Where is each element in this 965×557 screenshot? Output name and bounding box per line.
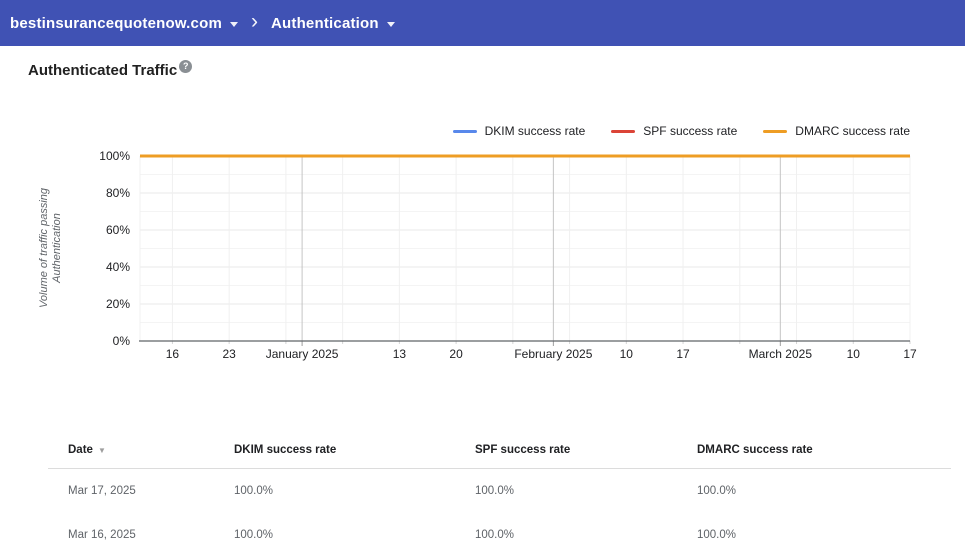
legend-item: DKIM success rate — [452, 124, 586, 138]
column-header-spf-success-rate[interactable]: SPF success rate — [475, 444, 697, 456]
y-tick-label: 100% — [99, 149, 130, 163]
table-cell: 100.0% — [475, 485, 515, 497]
domain-name: bestinsurancequotenow.com — [10, 14, 222, 32]
authenticated-traffic-chart: 0% 20% 40% 60% 80% 100% 16 23 January 2025 13 20 Fe… — [38, 149, 917, 361]
x-tick-label: 23 — [222, 347, 236, 361]
y-tick-label: 80% — [106, 186, 130, 200]
column-header-dmarc-success-rate[interactable]: DMARC success rate — [697, 444, 951, 456]
auth-rates-table: Date ▼ DKIM success rate SPF success rate DM… — [48, 432, 951, 557]
x-tick-label: 17 — [903, 347, 917, 361]
y-tick-label: 40% — [106, 260, 130, 274]
column-header-label: Date — [68, 444, 93, 456]
y-axis-title: Volume of traffic passingAuthentication — [38, 187, 63, 308]
table-header-row: Date ▼ DKIM success rate SPF success rate DM… — [48, 432, 951, 469]
help-icon[interactable]: ? — [179, 60, 193, 73]
domain-selector[interactable]: bestinsurancequotenow.com — [10, 15, 238, 32]
legend-item: DMARC success rate — [763, 124, 910, 138]
legend-label: SPF success rate — [643, 124, 738, 138]
column-header-label: SPF success rate — [475, 444, 571, 456]
x-tick-label: 10 — [620, 347, 634, 361]
column-header-label: DMARC success rate — [697, 444, 813, 456]
table-body: Mar 17, 2025 100.0% 100.0% 100.0% Mar 16, 20… — [48, 469, 951, 557]
y-tick-label: 0% — [113, 334, 131, 348]
x-tick-label: 17 — [676, 347, 690, 361]
dropdown-caret-icon — [386, 22, 395, 27]
y-tick-label: 20% — [106, 297, 130, 311]
x-tick-label: 16 — [166, 347, 180, 361]
table-cell: 100.0% — [234, 529, 274, 541]
chevron-right-icon: › — [250, 10, 258, 33]
table-cell: Mar 16, 2025 — [68, 529, 136, 541]
table-cell: Mar 17, 2025 — [68, 485, 136, 497]
table-cell: 100.0% — [697, 485, 737, 497]
table-cell: 100.0% — [475, 529, 515, 541]
title-row: Authenticated Traffic ? — [28, 60, 193, 80]
dropdown-caret-icon — [229, 22, 238, 27]
table-cell: 100.0% — [234, 485, 274, 497]
x-tick-label: February 2025 — [514, 347, 592, 361]
legend-item: SPF success rate — [611, 124, 737, 138]
x-tick-label: 20 — [449, 347, 463, 361]
sort-descending-icon: ▼ — [97, 446, 106, 455]
page-title: Authenticated Traffic — [28, 62, 178, 79]
x-tick-label: January 2025 — [266, 347, 339, 361]
y-tick-label: 60% — [106, 223, 130, 237]
app-bar: bestinsurancequotenow.com › Authenticati… — [0, 0, 965, 46]
section-name: Authentication — [270, 14, 379, 32]
x-tick-label: 10 — [847, 347, 861, 361]
column-header-label: DKIM success rate — [234, 444, 337, 456]
legend-label: DKIM success rate — [484, 124, 586, 138]
x-tick-label: 13 — [393, 347, 407, 361]
legend-label: DMARC success rate — [795, 124, 910, 138]
table-row: Mar 17, 2025 100.0% 100.0% 100.0% — [48, 469, 951, 513]
chart-legend: DKIM success rate SPF success rate DMARC s… — [452, 124, 910, 138]
section-selector[interactable]: Authentication — [271, 15, 395, 32]
column-header-dkim-success-rate[interactable]: DKIM success rate — [234, 444, 475, 456]
table-cell: 100.0% — [697, 529, 737, 541]
table-row: Mar 16, 2025 100.0% 100.0% 100.0% — [48, 513, 951, 557]
column-header-date[interactable]: Date ▼ — [48, 444, 234, 456]
x-tick-label: March 2025 — [749, 347, 813, 361]
legend-swatch-icon — [763, 129, 788, 133]
legend-swatch-icon — [611, 129, 636, 133]
legend-swatch-icon — [452, 129, 477, 133]
